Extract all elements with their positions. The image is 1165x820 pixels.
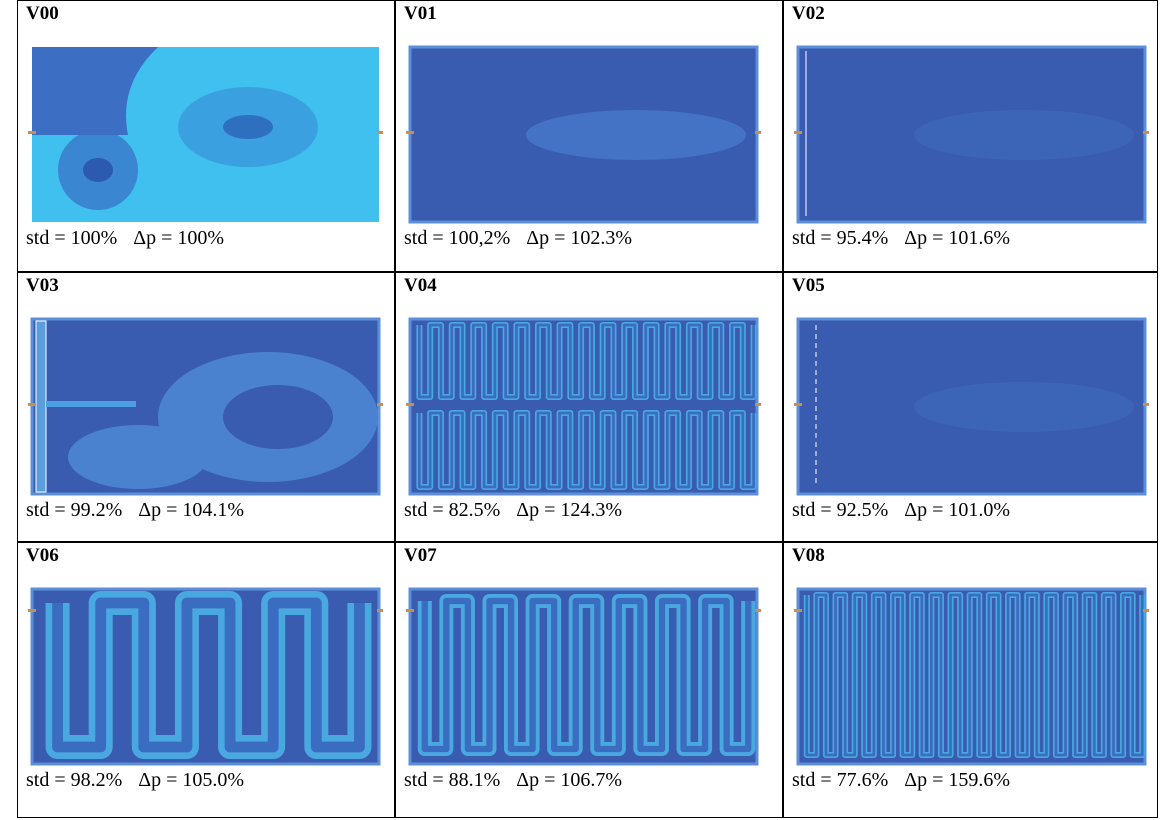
flow-image — [794, 317, 1149, 496]
flow-image — [406, 587, 761, 766]
caption: std = 92.5% Δp = 101.0% — [792, 499, 1010, 522]
vortex — [83, 158, 113, 182]
panel: V07 std = 88.1% Δp = 106.7% — [395, 542, 783, 818]
panel-label: V06 — [26, 545, 59, 567]
caption: std = 98.2% Δp = 105.0% — [26, 769, 244, 792]
caption: std = 100,2% Δp = 102.3% — [404, 227, 632, 250]
caption: std = 99.2% Δp = 104.1% — [26, 499, 244, 522]
jet — [46, 401, 136, 407]
manifold — [36, 321, 46, 492]
outlet — [755, 403, 761, 406]
outlet — [377, 131, 383, 134]
std-value: std = 100,2% — [404, 227, 510, 249]
flow-image — [28, 45, 383, 224]
inlet — [794, 131, 802, 134]
panel-label: V00 — [26, 3, 59, 25]
region — [914, 110, 1134, 160]
vortex — [223, 115, 273, 139]
outlet — [755, 609, 761, 612]
flow-image — [794, 45, 1149, 224]
flow-image — [28, 587, 383, 766]
flow-image — [28, 317, 383, 496]
inlet — [28, 403, 36, 406]
panel-label: V01 — [404, 3, 437, 25]
panel: V00 std = 100% Δp = 100% — [17, 0, 395, 272]
inlet — [28, 609, 36, 612]
std-value: std = 92.5% — [792, 499, 888, 521]
panel-label: V05 — [792, 275, 825, 297]
dp-value: Δp = 159.6% — [904, 769, 1010, 791]
panel: V06 std = 98.2% Δp = 105.0% — [17, 542, 395, 818]
panel: V01 std = 100,2% Δp = 102.3% — [395, 0, 783, 272]
inlet — [406, 131, 414, 134]
caption: std = 88.1% Δp = 106.7% — [404, 769, 622, 792]
figure: V00 std = 100% Δp = 100% V01 std = 100,2% Δp … — [0, 0, 1165, 820]
panel: V04 std = 82.5% Δp = 124.3% — [395, 272, 783, 542]
outlet — [1143, 403, 1149, 406]
dp-value: Δp = 100% — [133, 227, 224, 249]
panel: V05 std = 92.5% Δp = 101.0% — [783, 272, 1158, 542]
panel-label: V04 — [404, 275, 437, 297]
flow-image — [794, 587, 1149, 766]
caption: std = 95.4% Δp = 101.6% — [792, 227, 1010, 250]
region — [223, 385, 333, 449]
caption: std = 77.6% Δp = 159.6% — [792, 769, 1010, 792]
inlet — [28, 131, 36, 134]
dp-value: Δp = 104.1% — [138, 499, 244, 521]
outlet — [377, 403, 383, 406]
inlet — [406, 403, 414, 406]
dp-value: Δp = 105.0% — [138, 769, 244, 791]
panel-label: V08 — [792, 545, 825, 567]
dp-value: Δp = 101.0% — [904, 499, 1010, 521]
inlet — [794, 609, 802, 612]
outlet — [1143, 609, 1149, 612]
flow-image — [406, 317, 761, 496]
region — [914, 382, 1134, 432]
outlet — [1143, 131, 1149, 134]
outlet — [755, 131, 761, 134]
dp-value: Δp = 102.3% — [526, 227, 632, 249]
std-value: std = 88.1% — [404, 769, 500, 791]
panel: V03 std = 99.2% Δp = 104.1% — [17, 272, 395, 542]
panel-label: V07 — [404, 545, 437, 567]
panel-label: V03 — [26, 275, 59, 297]
std-value: std = 98.2% — [26, 769, 122, 791]
caption: std = 82.5% Δp = 124.3% — [404, 499, 622, 522]
dp-value: Δp = 124.3% — [516, 499, 622, 521]
dp-value: Δp = 106.7% — [516, 769, 622, 791]
std-value: std = 82.5% — [404, 499, 500, 521]
panel: V08 std = 77.6% Δp = 159.6% — [783, 542, 1158, 818]
panel-label: V02 — [792, 3, 825, 25]
region — [526, 110, 746, 160]
std-value: std = 100% — [26, 227, 117, 249]
outlet — [377, 609, 383, 612]
std-value: std = 77.6% — [792, 769, 888, 791]
flow-image — [406, 45, 761, 224]
std-value: std = 95.4% — [792, 227, 888, 249]
inlet — [406, 609, 414, 612]
dp-value: Δp = 101.6% — [904, 227, 1010, 249]
region — [68, 425, 208, 489]
panel: V02 std = 95.4% Δp = 101.6% — [783, 0, 1158, 272]
std-value: std = 99.2% — [26, 499, 122, 521]
caption: std = 100% Δp = 100% — [26, 227, 224, 250]
inlet — [794, 403, 802, 406]
